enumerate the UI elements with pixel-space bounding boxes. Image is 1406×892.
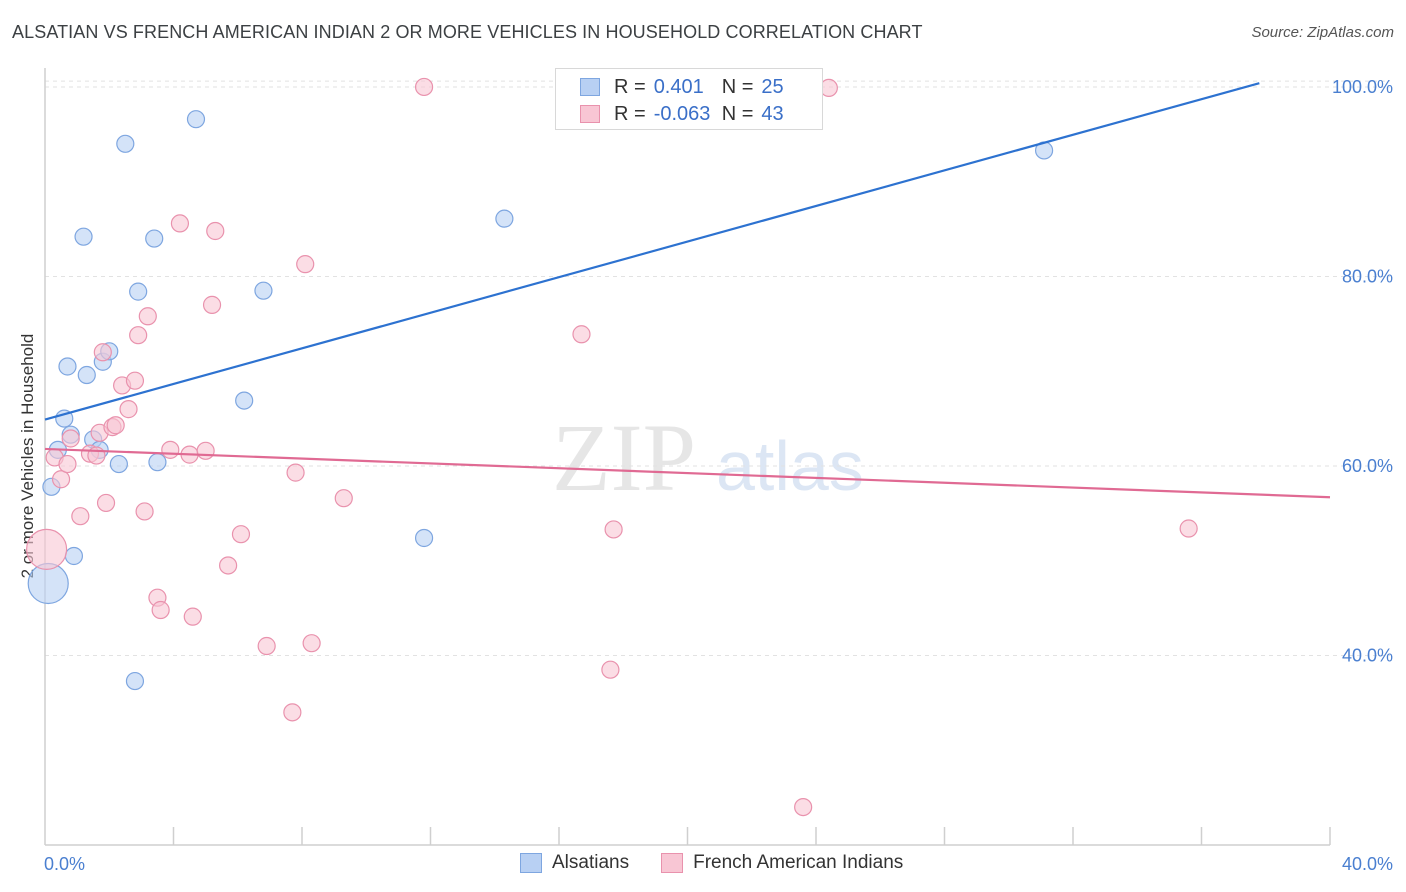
- data-point: [138, 307, 157, 326]
- legend-swatch-french-american-indians: [580, 105, 600, 123]
- gridlines: [45, 80, 1390, 656]
- y-axis-label: 2 or more Vehicles in Household: [18, 334, 37, 579]
- legend-item-french-american-indians: French American Indians: [661, 852, 903, 874]
- data-point: [283, 703, 302, 722]
- data-point: [148, 453, 167, 472]
- data-point: [74, 227, 93, 246]
- legend-item-alsatians: Alsatians: [520, 852, 629, 874]
- data-point: [206, 221, 225, 241]
- data-point: [71, 507, 90, 526]
- x-tick-label: 0.0%: [44, 854, 85, 874]
- legend-n-label: N =: [721, 102, 754, 125]
- data-point: [93, 343, 112, 362]
- data-point: [119, 400, 138, 419]
- x-tick-label: 40.0%: [1342, 854, 1393, 874]
- legend-swatch-alsatians: [580, 78, 600, 96]
- data-point: [135, 502, 154, 521]
- x-minor-ticks: [172, 827, 1331, 845]
- data-point: [109, 454, 128, 474]
- data-point: [64, 546, 84, 566]
- data-point: [58, 357, 77, 376]
- data-point: [151, 600, 170, 620]
- data-point: [145, 229, 164, 248]
- data-point: [254, 281, 273, 300]
- data-point: [231, 525, 251, 544]
- data-point: [196, 441, 215, 460]
- data-point: [129, 326, 148, 345]
- data-point: [61, 429, 80, 448]
- data-point: [296, 255, 315, 274]
- data-point: [235, 391, 254, 410]
- series-alsatians: [27, 110, 1054, 691]
- data-point: [106, 416, 125, 435]
- source-label: Source: ZipAtlas.com: [1251, 24, 1394, 41]
- data-point: [202, 295, 222, 314]
- trend-line: [44, 447, 1331, 499]
- data-point: [1179, 519, 1198, 538]
- data-point: [170, 214, 190, 233]
- data-point: [58, 454, 77, 474]
- data-point: [286, 463, 305, 482]
- legend-n-value: 25: [761, 75, 784, 98]
- data-point: [161, 440, 180, 459]
- data-point: [414, 528, 434, 548]
- y-tick-label: 100.0%: [1332, 77, 1393, 97]
- legend-row-french-american-indians: R = -0.063 N = 43: [580, 102, 784, 126]
- y-tick-label: 40.0%: [1342, 645, 1393, 665]
- series-french-american-indians: [26, 77, 1198, 817]
- legend-swatch-alsatians: [520, 853, 542, 873]
- data-point: [129, 282, 148, 301]
- legend-row-alsatians: R = 0.401 N = 25: [580, 75, 784, 99]
- data-point: [794, 797, 813, 817]
- chart-title: ALSATIAN VS FRENCH AMERICAN INDIAN 2 OR …: [12, 22, 923, 42]
- watermark-zip: ZIP: [552, 404, 696, 511]
- data-point: [257, 636, 276, 656]
- legend-r-value: 0.401: [653, 75, 704, 98]
- legend-n-value: 43: [761, 102, 784, 125]
- data-point: [414, 77, 434, 97]
- data-point: [495, 209, 514, 228]
- data-point: [125, 671, 145, 691]
- data-point: [601, 660, 620, 679]
- legend-label-alsatians: Alsatians: [552, 852, 630, 873]
- legend-r-label: R =: [614, 75, 646, 98]
- legend-label-french-american-indians: French American Indians: [693, 852, 904, 873]
- legend-r-label: R =: [614, 102, 646, 125]
- data-point: [51, 470, 71, 489]
- data-point: [116, 134, 135, 153]
- data-point: [334, 489, 353, 508]
- series-legend: Alsatians French American Indians: [520, 852, 935, 874]
- data-point: [183, 607, 202, 626]
- stats-legend: R = 0.401 N = 25 R = -0.063 N = 43: [555, 68, 823, 130]
- y-tick-label: 80.0%: [1342, 266, 1393, 286]
- legend-n-label: N =: [721, 75, 754, 98]
- data-point: [96, 493, 116, 513]
- y-tick-label: 60.0%: [1342, 456, 1393, 476]
- trend-line: [44, 82, 1260, 421]
- data-point: [219, 556, 238, 575]
- data-point: [302, 634, 321, 653]
- legend-r-value: -0.063: [653, 102, 711, 125]
- x-tick-labels: 0.0% 40.0%: [44, 854, 1393, 874]
- data-point: [125, 371, 145, 390]
- data-point: [77, 365, 96, 385]
- data-point: [26, 528, 68, 570]
- watermark: ZIP atlas: [552, 404, 864, 511]
- data-point: [572, 325, 591, 344]
- legend-swatch-french-american-indians: [661, 853, 684, 873]
- data-point: [604, 520, 623, 539]
- trend-lines: [44, 82, 1331, 499]
- data-point: [186, 110, 206, 129]
- y-tick-labels: 100.0% 80.0% 60.0% 40.0%: [1332, 77, 1393, 666]
